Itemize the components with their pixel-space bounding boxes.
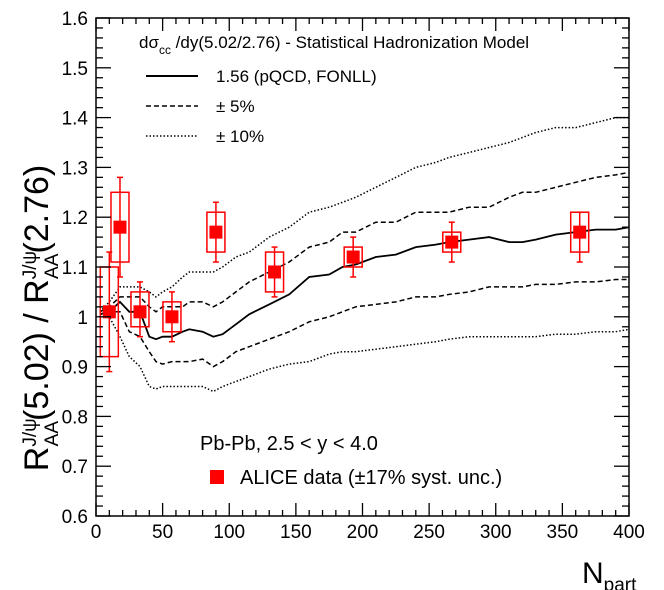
data-point-marker bbox=[573, 225, 587, 239]
y-tick-label: 0.8 bbox=[62, 407, 88, 428]
x-axis-label: Npart bbox=[582, 557, 637, 590]
x-tick-label: 50 bbox=[152, 522, 173, 543]
axes: 0 50 100 150 200 250 300 350 400 0.6 0.7 0.8 0.9 1 1.1… bbox=[62, 9, 645, 543]
curve-solid-0 bbox=[99, 226, 629, 341]
x-tick-label: 100 bbox=[213, 522, 245, 543]
y-tick-label: 1.1 bbox=[62, 258, 88, 279]
x-tick-label: 250 bbox=[413, 522, 445, 543]
curve-dashed-1 bbox=[99, 171, 629, 313]
legend-label: ± 10% bbox=[216, 127, 264, 146]
x-tick-label: 150 bbox=[280, 522, 312, 543]
y-tick-label: 0.7 bbox=[62, 457, 88, 478]
data-legend-label: ALICE data (±17% syst. unc.) bbox=[240, 467, 502, 489]
curve-dotted-4 bbox=[100, 316, 629, 393]
data-point-marker bbox=[165, 310, 179, 324]
data-point-marker bbox=[102, 305, 116, 319]
x-tick-label: 350 bbox=[547, 522, 579, 543]
data-point-marker bbox=[445, 235, 459, 249]
data-point-marker bbox=[209, 225, 223, 239]
y-tick-label: 0.6 bbox=[62, 507, 88, 528]
data-legend-marker bbox=[210, 470, 224, 484]
legend: 1.56 (pQCD, FONLL) ± 5% ± 10% bbox=[146, 67, 377, 146]
data-points bbox=[99, 176, 590, 373]
x-tick-label: 200 bbox=[347, 522, 379, 543]
data-point-marker bbox=[113, 220, 127, 234]
x-tick-label: 400 bbox=[613, 522, 645, 543]
collision-annotation: Pb-Pb, 2.5 < y < 4.0 bbox=[200, 433, 378, 455]
y-tick-label: 1.3 bbox=[62, 158, 88, 179]
curve-dotted-3 bbox=[99, 116, 629, 313]
y-tick-label: 1 bbox=[77, 308, 88, 329]
y-tick-label: 1.6 bbox=[62, 9, 88, 30]
x-tick-label: 0 bbox=[91, 522, 102, 543]
y-tick-label: 1.4 bbox=[62, 109, 89, 130]
legend-label: 1.56 (pQCD, FONLL) bbox=[216, 67, 377, 86]
data-point-marker bbox=[346, 250, 360, 264]
data-point-marker bbox=[133, 305, 147, 319]
y-tick-label: 0.9 bbox=[62, 358, 88, 379]
data-point-marker bbox=[268, 265, 282, 279]
legend-title: dσcc /dy(5.02/2.76) - Statistical Hadron… bbox=[139, 33, 529, 57]
y-axis-label: RJ/ψAA(5.02) / RJ/ψAA(2.76) bbox=[18, 165, 63, 471]
y-tick-label: 1.2 bbox=[62, 208, 88, 229]
curve-dashed-2 bbox=[99, 278, 629, 368]
x-tick-label: 300 bbox=[480, 522, 512, 543]
legend-label: ± 5% bbox=[216, 97, 255, 116]
y-tick-label: 1.5 bbox=[62, 59, 88, 80]
model-curves bbox=[99, 116, 629, 393]
